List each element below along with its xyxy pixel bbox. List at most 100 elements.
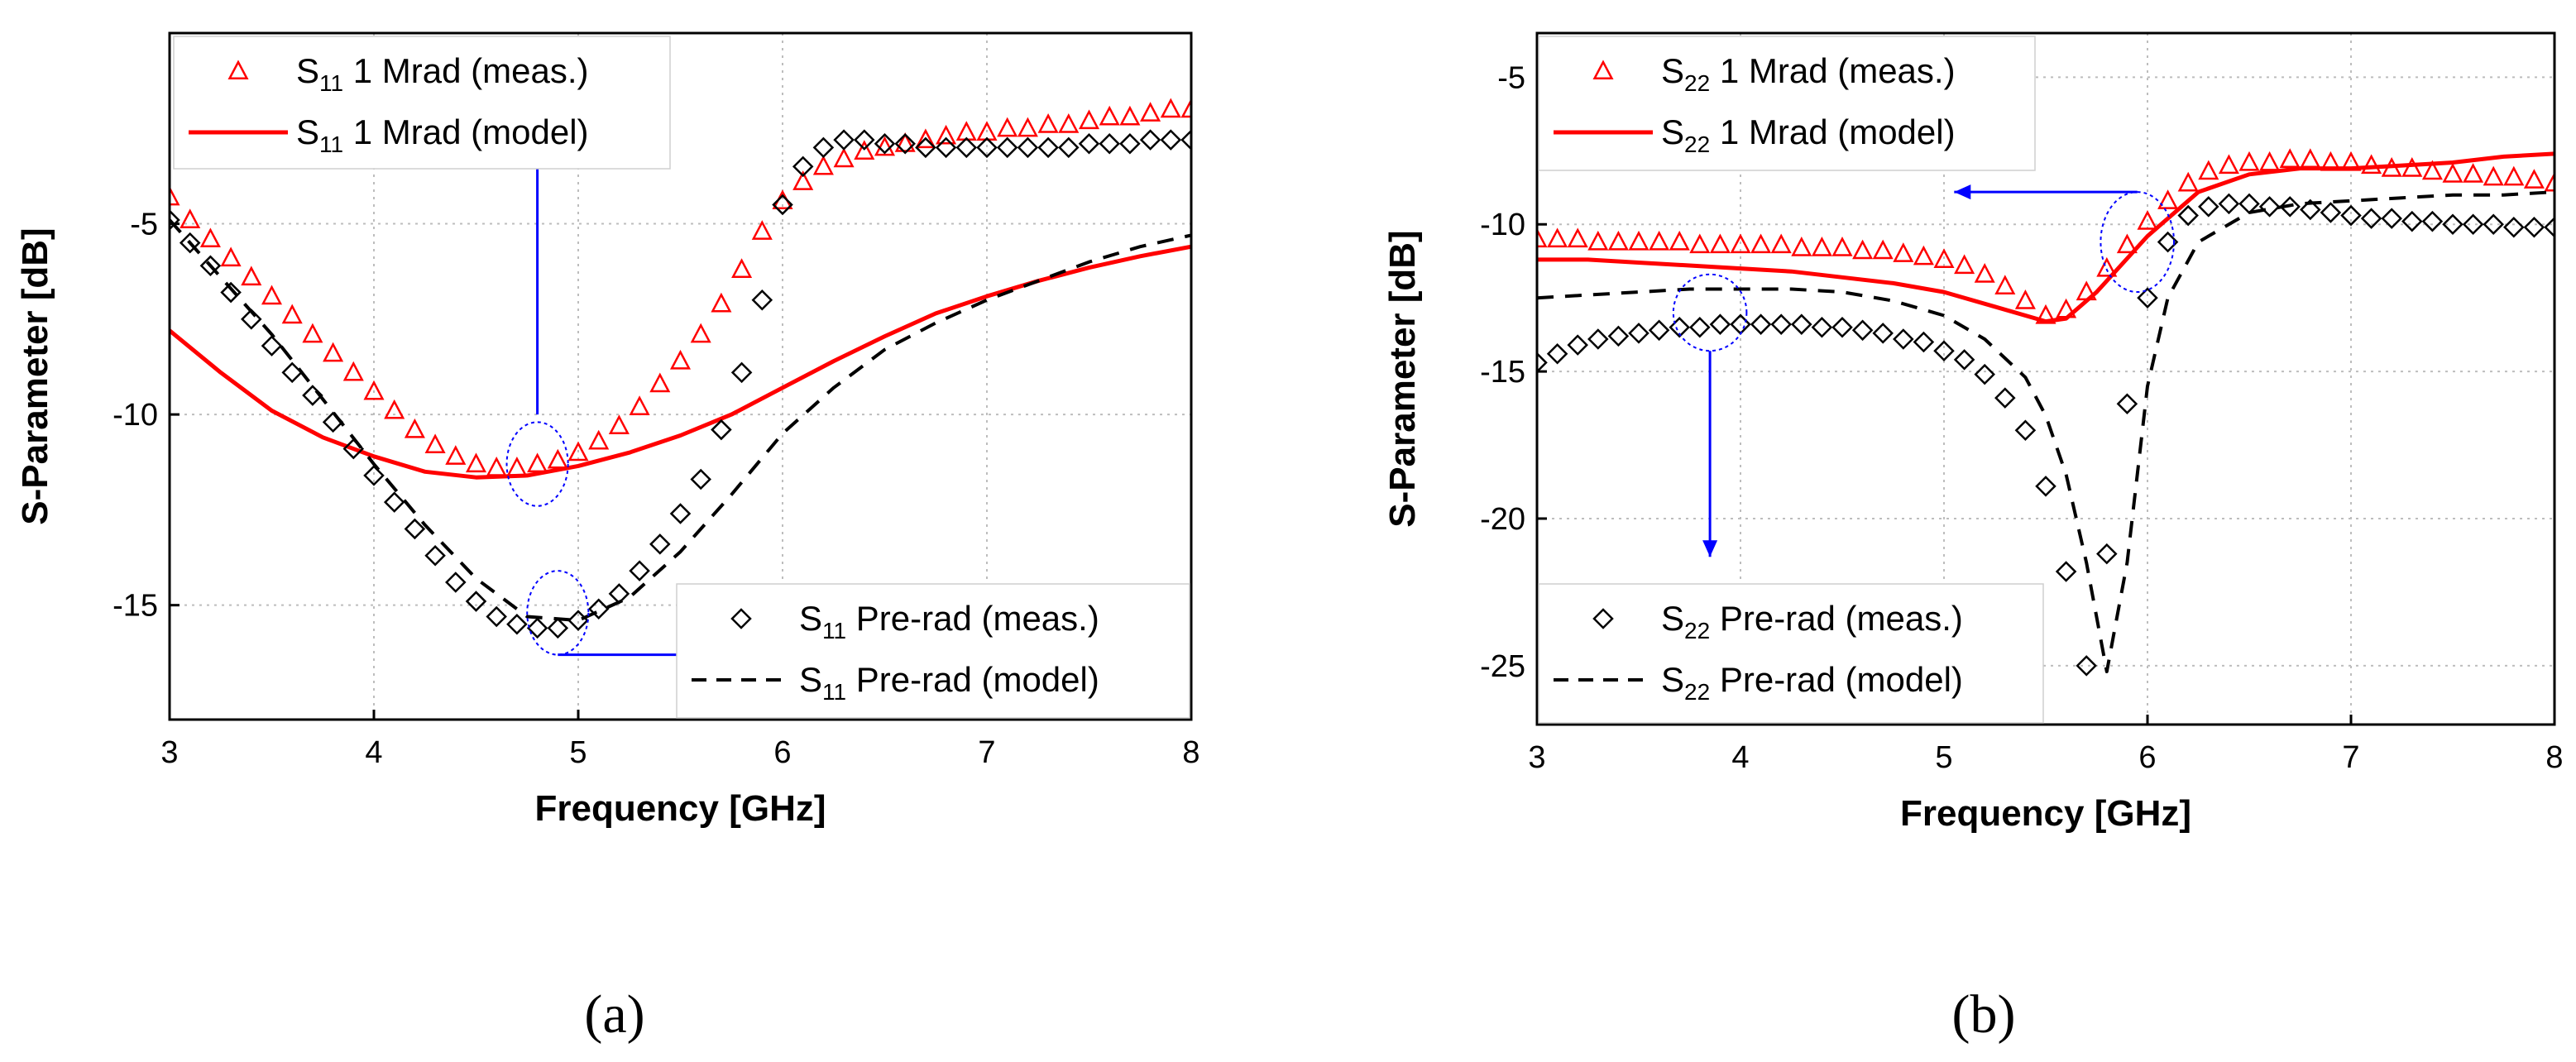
legend-label-text: Pre-rad (model) (846, 660, 1099, 699)
data-point-triangle (2218, 154, 2239, 175)
data-point-triangle (2177, 171, 2199, 192)
data-point-triangle (2259, 151, 2281, 171)
data-point-triangle (1913, 245, 1934, 266)
data-point-diamond (445, 572, 467, 593)
data-point-diamond (935, 136, 957, 159)
data-point-diamond (587, 598, 610, 620)
data-point-diamond (629, 560, 650, 581)
data-point-diamond (2279, 196, 2301, 218)
data-point-triangle (2483, 165, 2504, 186)
axes-frame (168, 31, 1193, 721)
data-point-triangle (792, 170, 814, 190)
data-point-triangle (261, 285, 283, 305)
data-point-diamond (1709, 313, 1731, 335)
x-tick-label: 6 (773, 735, 791, 770)
data-point-triangle (1689, 233, 1711, 254)
plot-area (170, 98, 1191, 639)
data-point-diamond (2503, 217, 2525, 238)
legend-label: S22 Pre-rad (model) (1661, 660, 1963, 705)
data-point-diamond (649, 533, 671, 555)
x-tick-label: 3 (160, 735, 178, 770)
data-point-diamond (669, 503, 692, 524)
data-point-diamond (2198, 196, 2219, 218)
data-point-triangle (1852, 239, 1874, 260)
data-point-diamond (2137, 287, 2158, 309)
legend-label-symbol: S (296, 51, 319, 90)
data-point-triangle (486, 456, 507, 476)
data-point-triangle (1770, 233, 1792, 254)
legend-label-subscript: 22 (1684, 132, 1710, 157)
data-point-triangle (567, 441, 589, 462)
data-point-triangle (854, 140, 875, 160)
data-point-diamond (690, 468, 711, 490)
data-point-diamond (424, 544, 446, 567)
data-point-triangle (302, 323, 323, 343)
data-point-diamond (1994, 387, 2016, 409)
data-point-diamond (506, 613, 528, 635)
data-point-triangle (1831, 237, 1853, 256)
legend-label: S11 1 Mrad (meas.) (296, 51, 589, 96)
annotation-ellipse (526, 570, 590, 656)
data-point-triangle (404, 418, 425, 438)
data-point-diamond (2014, 419, 2037, 442)
data-point-diamond (526, 617, 548, 639)
data-point-diamond (1078, 132, 1100, 155)
data-point-diamond (2381, 208, 2402, 229)
legend-label-subscript: 11 (822, 679, 846, 705)
data-point-diamond (2401, 210, 2423, 232)
data-point-diamond (1770, 313, 1792, 335)
data-point-diamond (1587, 328, 1609, 350)
data-point-triangle (1669, 230, 1690, 251)
legend-box-bottom (1538, 583, 2044, 724)
data-point-triangle (1119, 105, 1141, 126)
legend-label: S11 1 Mrad (model) (296, 112, 589, 157)
x-tick-label: 4 (1731, 740, 1749, 775)
legend-label-text: 1 Mrad (model) (343, 112, 588, 151)
data-point-diamond (955, 136, 978, 159)
legend-label-subscript: 22 (1684, 618, 1710, 643)
x-tick-label: 7 (2342, 740, 2359, 775)
legend-box-bottom (676, 583, 1190, 719)
data-point-diamond (404, 518, 426, 540)
data-point-triangle (649, 372, 671, 393)
data-point-triangle (2238, 151, 2260, 171)
data-point-triangle (2523, 169, 2545, 189)
data-point-diamond (281, 361, 303, 384)
data-point-triangle (2361, 154, 2382, 175)
data-point-diamond (261, 335, 283, 356)
data-point-triangle (2503, 165, 2525, 186)
data-point-diamond (1791, 313, 1812, 335)
x-tick-label: 5 (1935, 740, 1952, 775)
data-point-diamond (976, 136, 998, 159)
data-point-diamond (1058, 136, 1080, 159)
data-point-triangle (2137, 209, 2158, 230)
data-point-diamond (792, 155, 814, 178)
data-point-triangle (1628, 230, 1650, 251)
data-point-triangle (2198, 160, 2219, 180)
data-point-triangle (2300, 148, 2321, 169)
legend-label-text: 1 Mrad (meas.) (1710, 51, 1955, 90)
data-point-triangle (669, 349, 692, 370)
data-point-triangle (170, 185, 180, 206)
data-point-triangle (1587, 230, 1609, 251)
data-point-diamond (2442, 213, 2463, 236)
x-axis-title: Frequency [GHz] (1900, 793, 2191, 834)
data-point-triangle (1872, 239, 1894, 260)
data-point-diamond (383, 491, 405, 513)
data-point-diamond (1099, 132, 1120, 155)
y-tick-label: -10 (1480, 208, 1525, 242)
data-point-triangle (874, 136, 896, 156)
data-point-diamond (199, 255, 222, 277)
y-axis-title: S-Parameter [dB] (1382, 230, 1423, 527)
data-point-triangle (2014, 289, 2036, 309)
data-point-diamond (1648, 319, 1670, 342)
x-tick-label: 7 (978, 735, 995, 770)
x-tick-label: 5 (569, 735, 587, 770)
legend-label-symbol: S (1661, 660, 1684, 699)
data-point-diamond (486, 605, 507, 628)
legend-label-text: 1 Mrad (meas.) (343, 51, 588, 90)
data-point-diamond (1893, 328, 1914, 350)
data-point-diamond (1537, 352, 1548, 374)
legend-label-text: Pre-rad (meas.) (1710, 599, 1963, 638)
